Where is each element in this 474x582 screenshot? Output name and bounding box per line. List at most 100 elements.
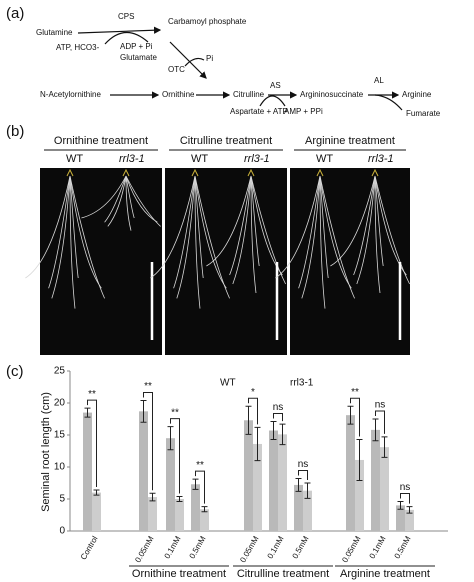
- shoot: [122, 168, 130, 177]
- photo: [165, 168, 287, 355]
- genotype: WT: [191, 153, 208, 165]
- shoot: [371, 168, 379, 177]
- significance: ns: [375, 400, 386, 411]
- root: [69, 175, 76, 309]
- legend-label: rrl3-1: [290, 378, 314, 389]
- root-photos: (b) Ornithine treatment WT rrl3-1 Citrullin…: [6, 123, 410, 355]
- x-tick-label: 0.5mM: [291, 534, 311, 560]
- error-bar: [347, 405, 354, 425]
- x-tick-label: 0.05mM: [238, 534, 260, 564]
- error-bar: [372, 418, 379, 442]
- genotype: WT: [66, 153, 83, 165]
- bar: [139, 411, 148, 531]
- x-tick-label: 0.5mM: [393, 534, 413, 560]
- root: [250, 175, 286, 285]
- shoot: [66, 168, 74, 177]
- bar: [303, 490, 312, 531]
- error-bar: [381, 436, 388, 458]
- significance: ns: [273, 402, 284, 413]
- root: [81, 175, 127, 219]
- y-tick-label: 15: [54, 430, 66, 441]
- arrow: [77, 26, 162, 34]
- significance: *: [251, 387, 255, 398]
- root: [206, 175, 252, 267]
- significance: **: [196, 460, 204, 471]
- x-tick-label: 0.1mM: [163, 534, 183, 560]
- root: [125, 175, 161, 227]
- bar: [175, 499, 184, 531]
- arrow: [374, 94, 403, 111]
- root: [150, 175, 196, 279]
- root: [194, 175, 201, 309]
- root: [275, 175, 321, 279]
- error-bar: [192, 478, 199, 490]
- photo: [290, 168, 410, 355]
- root: [194, 175, 204, 279]
- bar: [92, 492, 101, 531]
- root: [194, 175, 230, 299]
- error-bar: [176, 495, 183, 503]
- root: [319, 175, 355, 299]
- enzyme: CPS: [118, 12, 134, 21]
- error-bar: [140, 399, 147, 423]
- x-tick-label: 0.1mM: [368, 534, 388, 560]
- error-bar: [149, 492, 156, 502]
- root: [374, 175, 410, 285]
- bar: [148, 497, 157, 531]
- root: [353, 175, 376, 276]
- node: Ornithine: [162, 90, 195, 99]
- photo: [40, 168, 162, 355]
- cofactor: AMP + PPi: [284, 107, 323, 116]
- root: [25, 175, 71, 279]
- bar: [355, 459, 364, 531]
- significance-bracket: [298, 470, 308, 480]
- significance-bracket: [273, 413, 283, 422]
- node: Citrulline: [233, 90, 265, 99]
- treatment-title: Citrulline treatment: [180, 135, 272, 147]
- y-tick-label: 20: [54, 398, 66, 409]
- enzyme: AL: [374, 76, 384, 85]
- significance-bracket: [400, 493, 410, 504]
- root: [125, 175, 135, 219]
- legend-label: WT: [220, 378, 236, 389]
- error-bar: [93, 489, 100, 496]
- significance-bracket: [195, 470, 205, 504]
- significance: **: [144, 381, 152, 392]
- arrow: [259, 95, 286, 107]
- error-bar: [304, 482, 311, 499]
- error-bar: [356, 438, 363, 481]
- cofactor: Glutamate: [120, 53, 157, 62]
- genotype: rrl3-1: [244, 153, 270, 165]
- x-tick-label: 0.05mM: [340, 534, 362, 564]
- root: [301, 175, 321, 299]
- root: [69, 175, 105, 299]
- bar: [166, 438, 175, 531]
- root: [298, 175, 321, 289]
- arrow: [169, 41, 207, 79]
- error-bar: [279, 423, 286, 446]
- panel-label: (b): [6, 123, 24, 140]
- error-bar: [406, 506, 413, 514]
- root: [194, 175, 227, 289]
- significance: **: [171, 407, 179, 418]
- arrow: [104, 31, 149, 45]
- error-bar: [254, 426, 261, 462]
- bar: [269, 430, 278, 531]
- bar: [244, 420, 253, 531]
- bar: [380, 447, 389, 531]
- significance-bracket: [143, 391, 153, 491]
- significance-bracket: [248, 397, 258, 425]
- error-bar: [270, 421, 277, 440]
- x-tick-label: Control: [79, 534, 100, 561]
- cofactor: ADP + Pi: [120, 42, 153, 51]
- root: [48, 175, 71, 289]
- root: [229, 175, 252, 276]
- root: [250, 175, 283, 276]
- genotype: rrl3-1: [368, 153, 394, 165]
- root: [104, 175, 127, 223]
- pathway-diagram: (a) Glutamine Carbamoyl phosphate N-Acet…: [6, 5, 441, 118]
- significance: ns: [298, 459, 309, 470]
- bar: [294, 484, 303, 531]
- root: [356, 175, 376, 285]
